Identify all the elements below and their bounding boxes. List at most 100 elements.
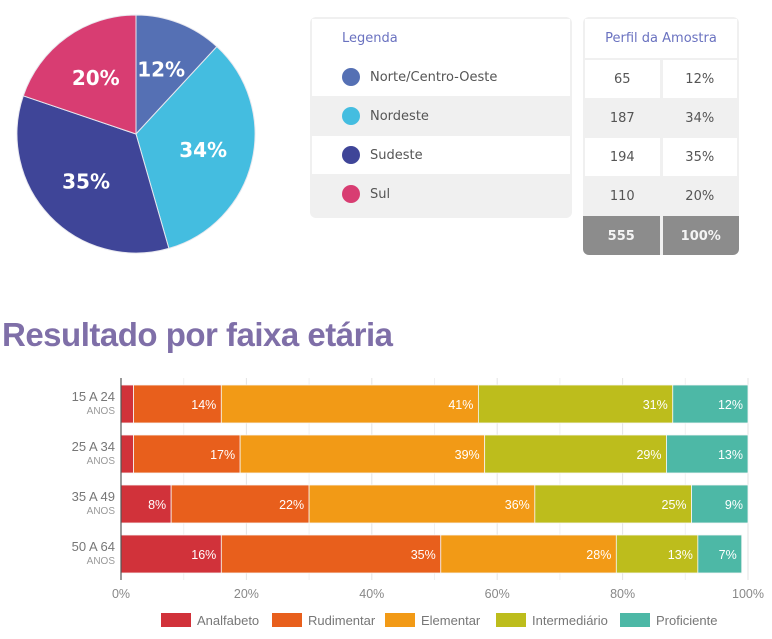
bar-segment-analfabeto (120, 384, 134, 424)
bar-data-label: 28% (586, 548, 611, 562)
legend-label: Proficiente (656, 613, 717, 628)
category-sublabel: ANOS (87, 506, 116, 517)
perfil-row: 65 12% (585, 60, 737, 98)
legend-swatch-rudimentar (272, 613, 302, 627)
circle-icon (342, 107, 360, 125)
bar-data-label: 14% (191, 398, 216, 412)
pie-slice-label: 35% (62, 170, 110, 194)
pie-slice-label: 20% (72, 66, 120, 90)
perfil-pct: 12% (662, 60, 737, 98)
bar-segment-intermedi-rio (534, 484, 692, 524)
perfil-total-row: 555 100% (583, 216, 739, 255)
legend-label: Sul (370, 186, 391, 202)
bar-data-label: 29% (636, 448, 661, 462)
bar-segment-rudimentar (170, 484, 310, 524)
bar-data-label: 17% (210, 448, 235, 462)
bar-data-label: 8% (148, 498, 166, 512)
perfil-row: 187 34% (585, 99, 737, 137)
legend-label: Sudeste (370, 147, 423, 163)
x-tick-label: 80% (610, 587, 635, 601)
legend-label: Rudimentar (308, 613, 376, 628)
legend-swatch-intermedi-rio (496, 613, 526, 627)
stacked-bar-chart: 2%14%41%31%12%15 A 24ANOS2%17%39%29%13%2… (72, 378, 764, 628)
bar-segment-proficiente (697, 534, 743, 574)
category-label: 35 A 49 (72, 489, 115, 504)
pie-slice-label: 12% (137, 58, 185, 82)
section-title: Resultado por faixa etária (2, 316, 393, 353)
bar-data-label: 12% (718, 398, 743, 412)
circle-icon (342, 146, 360, 164)
bar-segment-proficiente (691, 484, 749, 524)
bar-data-label: 25% (662, 498, 687, 512)
category-sublabel: ANOS (87, 456, 116, 467)
perfil-amostra-table: Perfil da Amostra 65 12% 187 34% 194 35%… (583, 17, 739, 255)
bar-data-label: 16% (191, 548, 216, 562)
perfil-header: Perfil da Amostra (585, 19, 737, 58)
legend-swatch-elementar (385, 613, 415, 627)
x-tick-label: 20% (234, 587, 259, 601)
legend-label: Nordeste (370, 108, 429, 124)
legend-swatch-analfabeto (161, 613, 191, 627)
perfil-total-count: 555 (583, 216, 660, 255)
legend-swatch-proficiente (620, 613, 650, 627)
perfil-count: 110 (585, 177, 660, 215)
bar-segment-elementar (440, 534, 617, 574)
legend-label: Elementar (421, 613, 481, 628)
bar-data-label: 13% (668, 548, 693, 562)
perfil-count: 194 (585, 138, 660, 176)
category-sublabel: ANOS (87, 406, 116, 417)
bar-data-label: 31% (643, 398, 668, 412)
bar-segment-rudimentar (220, 534, 442, 574)
legend-row-nordeste: Nordeste (312, 97, 570, 135)
bar-segment-intermedi-rio (484, 434, 667, 474)
pie-slice-norte-centro-oeste (135, 14, 218, 136)
bar-segment-proficiente (666, 434, 749, 474)
category-sublabel: ANOS (87, 556, 116, 567)
pie-slice-sudeste (16, 95, 170, 254)
legend-row-norte-centro-oeste: Norte/Centro-Oeste (312, 58, 570, 96)
bar-segment-intermedi-rio (615, 534, 699, 574)
legend-label: Intermediário (532, 613, 608, 628)
x-tick-label: 0% (112, 587, 130, 601)
bar-data-label: 35% (411, 548, 436, 562)
perfil-pct: 20% (662, 177, 737, 215)
bar-segment-rudimentar (133, 384, 222, 424)
legend-row-sudeste: Sudeste (312, 136, 570, 174)
bar-data-label: 7% (719, 548, 737, 562)
bar-data-label: 9% (725, 498, 743, 512)
bar-data-label: 41% (448, 398, 473, 412)
bar-segment-elementar (220, 384, 479, 424)
x-tick-label: 60% (485, 587, 510, 601)
perfil-row: 110 20% (585, 177, 737, 215)
category-label: 15 A 24 (72, 389, 115, 404)
legend-header: Legenda (312, 19, 570, 58)
pie-slice-label: 34% (179, 138, 227, 162)
perfil-pct: 35% (662, 138, 737, 176)
circle-icon (342, 68, 360, 86)
perfil-total-pct: 100% (662, 216, 739, 255)
perfil-count: 65 (585, 60, 660, 98)
bar-segment-analfabeto (120, 534, 222, 574)
legend-table: Legenda Norte/Centro-Oeste Nordeste Sude… (310, 17, 572, 218)
bar-segment-intermedi-rio (477, 384, 674, 424)
perfil-pct: 34% (662, 99, 737, 137)
perfil-count: 187 (585, 99, 660, 137)
pie-slice-nordeste (135, 45, 256, 249)
region-pie-chart: 12% 34% 35% 20% (16, 14, 256, 254)
x-tick-label: 100% (732, 587, 764, 601)
bar-data-label: 36% (505, 498, 530, 512)
bar-segment-elementar (239, 434, 486, 474)
bar-data-label: 13% (718, 448, 743, 462)
bar-data-label: 22% (279, 498, 304, 512)
legend-label: Analfabeto (197, 613, 259, 628)
legend-label: Norte/Centro-Oeste (370, 69, 498, 85)
bar-segment-analfabeto (120, 434, 134, 474)
legend-row-sul: Sul (312, 175, 570, 213)
circle-icon (342, 185, 360, 203)
perfil-row: 194 35% (585, 138, 737, 176)
bar-segment-proficiente (672, 384, 749, 424)
bar-segment-elementar (308, 484, 536, 524)
bar-data-label: 39% (455, 448, 480, 462)
x-tick-label: 40% (359, 587, 384, 601)
category-label: 25 A 34 (72, 439, 115, 454)
